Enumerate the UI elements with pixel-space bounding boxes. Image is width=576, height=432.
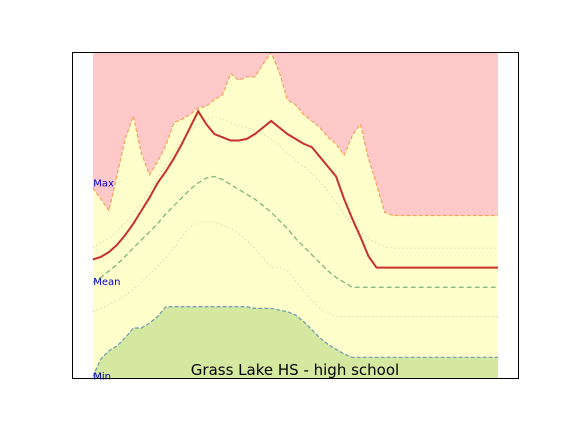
left-blank-strip (72, 52, 93, 379)
plot-area (72, 51, 519, 379)
min-band-area (92, 306, 499, 379)
upper-dotted-line (92, 115, 499, 249)
mean-line (92, 109, 499, 269)
lower-dotted-line (92, 221, 499, 318)
y-tick-label-max: Max (93, 179, 114, 190)
middle-band-area (92, 52, 499, 377)
min-edge-line (92, 306, 499, 377)
y-tick-labels: Max Mean Min (93, 179, 120, 383)
y-tick-label-min: Min (93, 372, 111, 383)
axes-frame (72, 52, 519, 379)
y-tick-label-mean: Mean (93, 277, 120, 288)
right-blank-strip (498, 52, 519, 379)
mean-dashed-line (92, 175, 499, 288)
chart-title: Grass Lake HS - high school (191, 361, 399, 379)
max-band-area (92, 52, 499, 216)
upper-edge-line (92, 51, 499, 217)
